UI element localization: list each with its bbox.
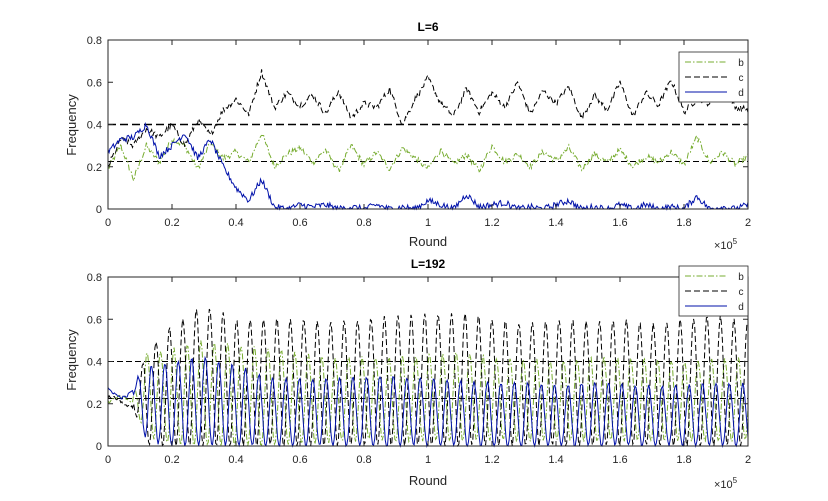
y-tick-label: 0: [96, 204, 102, 216]
x-tick-label: 0.4: [228, 217, 243, 229]
y-tick-label: 0.4: [87, 120, 102, 132]
legend-label-d: d: [738, 88, 744, 99]
y-tick-label: 0.4: [87, 357, 102, 369]
chart-top-l6: L=6 0 0.2 0.4 0.6 0.8 1 1.2 1.4 1.6 1.8 2 00.20.40…: [64, 20, 751, 252]
x-tick-label: 0.8: [356, 217, 371, 229]
legend-label-c: c: [739, 73, 744, 84]
chart-title: L=6: [417, 20, 438, 34]
x-tick-label: 1.4: [548, 217, 563, 229]
y-tick-label: 0.8: [87, 35, 102, 47]
y-tick-label: 0.2: [87, 399, 102, 411]
y-tick-labels: 0 0.2 0.4 0.6 0.8: [87, 35, 102, 216]
tick-marks: [107, 39, 749, 210]
x-exponent: ×105: [714, 237, 738, 252]
x-tick-label: 2: [745, 454, 751, 466]
x-tick-label: 1: [425, 454, 431, 466]
x-tick-label: 0.6: [292, 454, 307, 466]
y-tick-label: 0.2: [87, 162, 102, 174]
legend: bcd: [678, 51, 749, 103]
y-axis-label: Frequency: [64, 94, 79, 156]
svg-text:×105: ×105: [714, 237, 738, 252]
series-b-line: [107, 340, 749, 447]
x-tick-label: 1.2: [484, 454, 499, 466]
series-c-line: [107, 69, 749, 167]
legend-label-b: b: [738, 272, 744, 283]
series-d-line: [107, 121, 749, 211]
x-exponent-base: ×10: [714, 479, 733, 491]
x-tick-labels: 0 0.2 0.4 0.6 0.8 1 1.2 1.4 1.6 1.8 2: [105, 217, 751, 229]
legend-label-b: b: [738, 58, 744, 69]
x-exponent: ×105: [714, 476, 738, 491]
y-tick-label: 0.8: [87, 272, 102, 284]
x-exponent-power: 5: [733, 237, 738, 246]
svg-text:×105: ×105: [714, 476, 738, 491]
y-axis-label: Frequency: [64, 329, 79, 391]
legend-label-d: d: [738, 302, 744, 313]
x-tick-label: 1.4: [548, 454, 563, 466]
x-tick-label: 0.8: [356, 454, 371, 466]
x-tick-label: 1: [425, 217, 431, 229]
x-axis-label: Round: [409, 234, 447, 249]
y-tick-labels: 0 0.2 0.4 0.6 0.8: [87, 272, 102, 453]
x-tick-label: 2: [745, 217, 751, 229]
y-tick-label: 0.6: [87, 314, 102, 326]
x-exponent-power: 5: [733, 476, 738, 485]
x-tick-label: 1.8: [676, 454, 691, 466]
x-axis-label: Round: [409, 473, 447, 488]
x-tick-label: 0.2: [164, 454, 179, 466]
y-tick-label: 0.6: [87, 77, 102, 89]
x-tick-labels: 0 0.2 0.4 0.6 0.8 1 1.2 1.4 1.6 1.8 2: [105, 454, 751, 466]
chart-title: L=192: [411, 257, 446, 271]
x-tick-label: 0: [105, 217, 111, 229]
legend: bcd: [678, 265, 749, 317]
reference-lines: [108, 123, 748, 162]
x-tick-label: 1.2: [484, 217, 499, 229]
series-lines: [107, 69, 749, 211]
x-tick-label: 1.6: [612, 217, 627, 229]
x-tick-label: 1.6: [612, 454, 627, 466]
y-tick-label: 0: [96, 441, 102, 453]
x-tick-label: 0.6: [292, 217, 307, 229]
x-tick-label: 0.2: [164, 217, 179, 229]
chart-bottom-l192: L=192 0 0.2 0.4 0.6 0.8 1 1.2 1.4 1.6 1.8 2 0 0.2 0.…: [64, 257, 751, 491]
x-exponent-base: ×10: [714, 240, 733, 252]
x-tick-label: 1.8: [676, 217, 691, 229]
x-tick-label: 0.4: [228, 454, 243, 466]
legend-label-c: c: [739, 287, 744, 298]
x-tick-label: 0: [105, 454, 111, 466]
series-b-line: [107, 134, 749, 183]
